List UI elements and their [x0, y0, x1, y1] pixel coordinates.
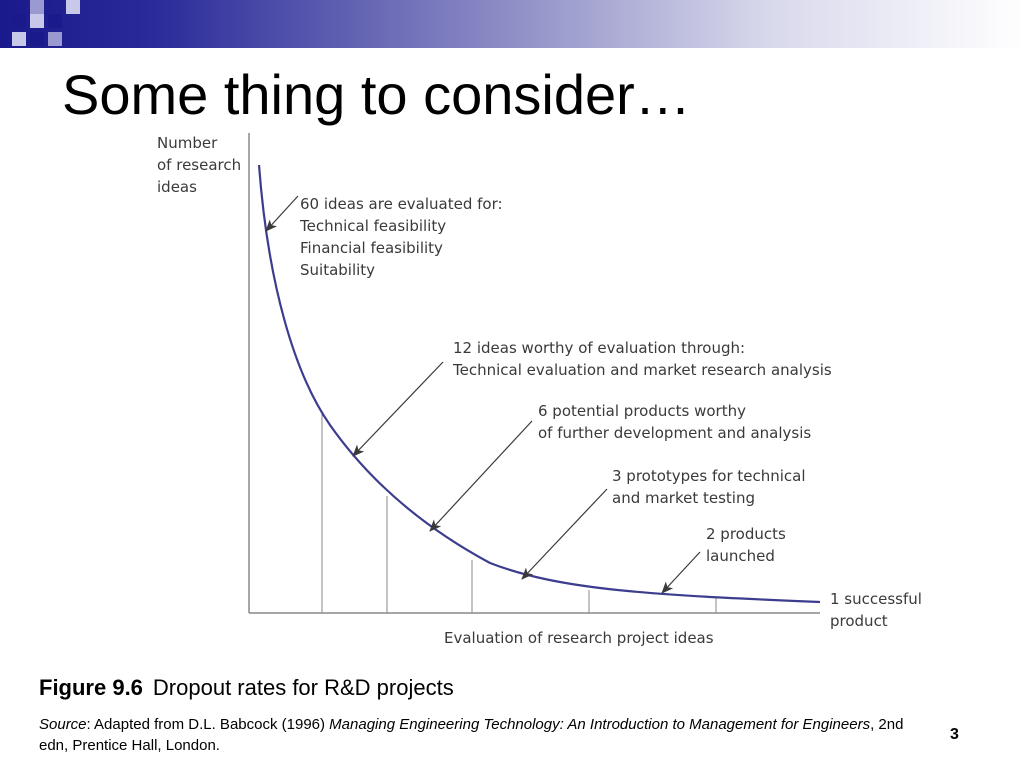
y-axis-label-line: ideas	[157, 178, 197, 196]
y-axis-label-line: of research	[157, 156, 241, 174]
logo-square	[12, 32, 26, 46]
arrow-12-ideas	[352, 361, 444, 457]
logo-square	[12, 14, 26, 28]
logo-square	[30, 0, 44, 14]
x-axis-label: Evaluation of research project ideas	[444, 629, 714, 647]
source-citation: Source: Adapted from D.L. Babcock (1996)…	[39, 714, 919, 756]
source-edition: , 2nd edn, Prentice Hall, London.	[39, 716, 904, 754]
source-prefix: Source	[39, 716, 87, 733]
dropout-curve	[257, 164, 821, 604]
figure-caption: Figure 9.6 Dropout rates for R&D projects	[39, 675, 454, 701]
logo-square	[48, 14, 62, 28]
logo-square	[48, 32, 62, 46]
source-book-title: Managing Engineering Technology: An Intr…	[329, 716, 871, 733]
header-gradient-band	[0, 0, 1024, 48]
annotation-line: 6 potential products worthy	[538, 402, 746, 420]
annotation-line: Financial feasibility	[300, 239, 443, 257]
annotation-line: of further development and analysis	[538, 424, 811, 442]
annotation-line: product	[830, 612, 888, 630]
annotation-line: Suitability	[300, 261, 375, 279]
annotation-12-ideas: 12 ideas worthy of evaluation through: T…	[452, 339, 832, 379]
annotation-line: Technical feasibility	[299, 217, 446, 235]
arrow-6-products	[429, 420, 533, 532]
y-axis-label: Number of research ideas	[157, 134, 246, 196]
source-text: : Adapted from D.L. Babcock (1996)	[86, 716, 330, 733]
logo-square	[66, 0, 80, 14]
logo-square	[30, 32, 44, 46]
annotation-1-product: 1 successful product	[830, 590, 927, 630]
annotation-line: 2 products	[706, 525, 786, 543]
arrow-3-prototypes	[521, 488, 608, 580]
annotation-60-ideas: 60 ideas are evaluated for: Technical fe…	[299, 195, 507, 279]
annotation-line: 60 ideas are evaluated for:	[300, 195, 503, 213]
annotation-line: 1 successful	[830, 590, 922, 608]
logo-square	[30, 14, 44, 28]
annotation-6-products: 6 potential products worthy of further d…	[538, 402, 811, 442]
y-axis-label-line: Number	[157, 134, 218, 152]
arrow-2-products	[661, 551, 701, 594]
annotation-line: 3 prototypes for technical	[612, 467, 806, 485]
annotation-line: 12 ideas worthy of evaluation through:	[453, 339, 745, 357]
figure-label: Figure 9.6	[39, 675, 143, 700]
annotation-3-prototypes: 3 prototypes for technical and market te…	[612, 467, 810, 507]
annotation-line: Technical evaluation and market research…	[452, 361, 832, 379]
slide-title: Some thing to consider…	[62, 63, 691, 126]
figure-title: Dropout rates for R&D projects	[152, 675, 454, 700]
annotation-2-products: 2 products launched	[706, 525, 791, 565]
arrow-60-ideas	[265, 195, 299, 232]
annotation-line: launched	[706, 547, 775, 565]
annotation-line: and market testing	[612, 489, 755, 507]
page-number: 3	[950, 726, 959, 743]
